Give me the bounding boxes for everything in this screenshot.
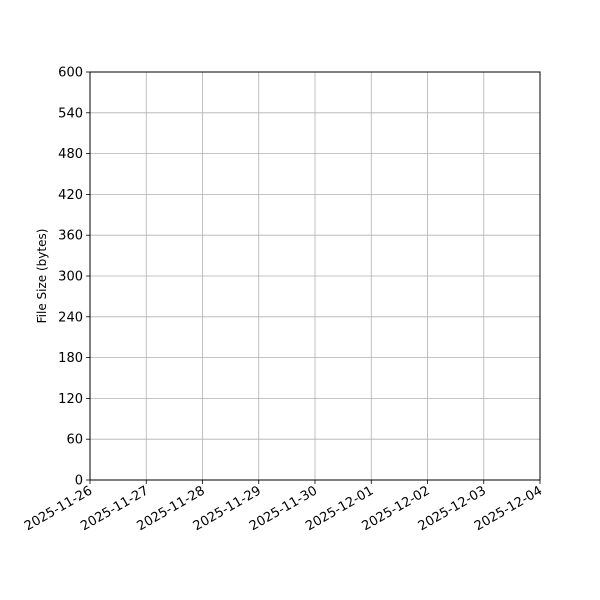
y-tick-label: 120 xyxy=(58,392,83,407)
y-tick-label: 60 xyxy=(66,433,83,448)
y-tick-label: 300 xyxy=(58,270,83,285)
y-tick-label: 240 xyxy=(58,310,83,325)
y-tick-label: 420 xyxy=(58,188,83,203)
x-axis: 2025-11-262025-11-272025-11-282025-11-29… xyxy=(22,480,545,534)
y-axis: 0 60 120 180 240 300 360 420 480 540 600 xyxy=(58,66,90,489)
y-tick-label: 600 xyxy=(58,66,83,81)
y-tick-label: 540 xyxy=(58,106,83,121)
y-tick-label: 360 xyxy=(58,229,83,244)
y-axis-label: File Size (bytes) xyxy=(35,229,49,324)
y-tick-label: 180 xyxy=(58,351,83,366)
y-tick-label: 480 xyxy=(58,147,83,162)
grid-lines xyxy=(89,71,541,481)
y-tick-label: 0 xyxy=(75,474,83,489)
